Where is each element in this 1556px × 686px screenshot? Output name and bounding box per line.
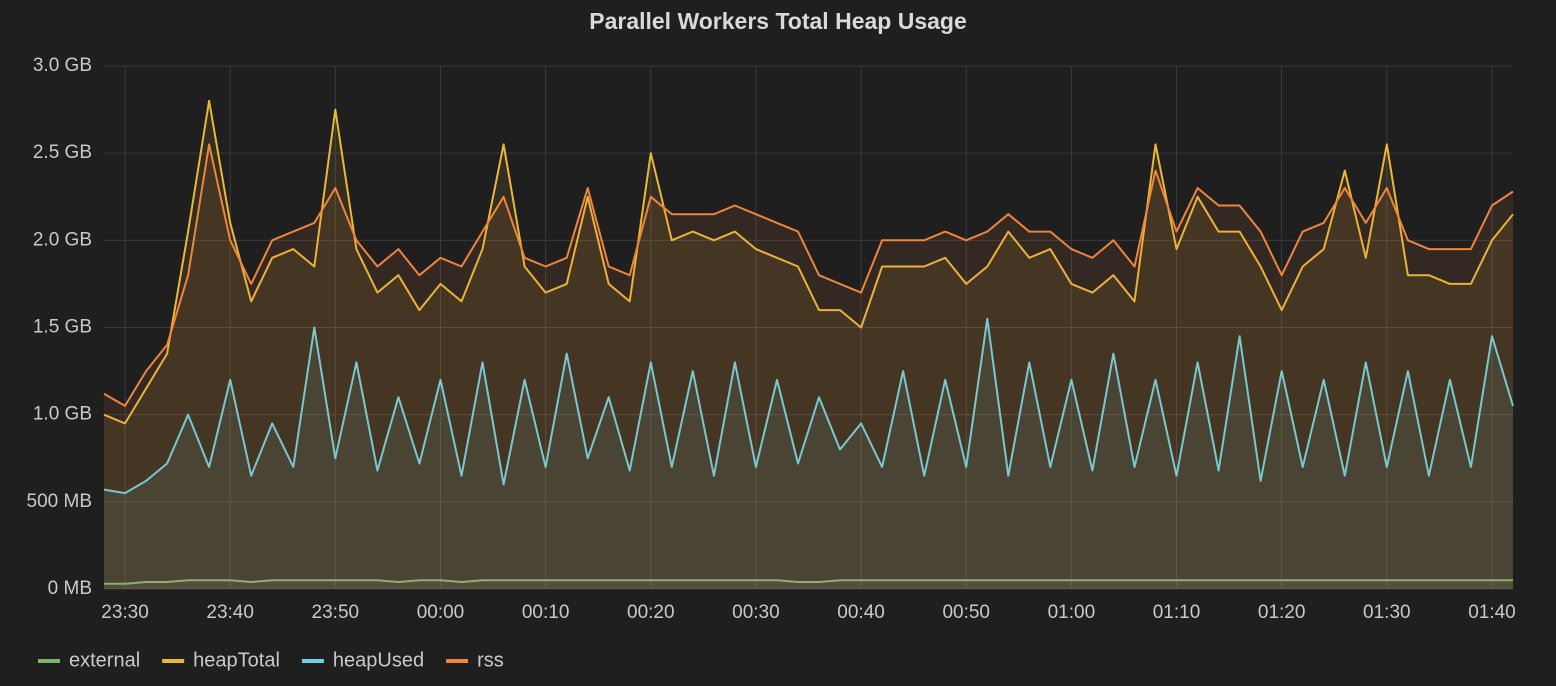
x-tick-label: 23:40	[206, 602, 254, 623]
y-tick-label: 2.5 GB	[33, 142, 92, 163]
y-tick-label: 1.5 GB	[33, 317, 92, 338]
y-tick-label: 3.0 GB	[33, 55, 92, 76]
x-tick-label: 00:00	[417, 602, 465, 623]
series-line	[103, 143, 1514, 407]
area-fill	[104, 100, 1513, 590]
legend-label: external	[69, 649, 140, 671]
series-line	[104, 579, 1513, 585]
chart-title: Parallel Workers Total Heap Usage	[589, 8, 967, 34]
y-tick-label: 500 MB	[27, 491, 92, 512]
x-tick-label: 01:20	[1258, 602, 1306, 623]
legend-label: rss	[477, 649, 504, 671]
x-tick-label: 23:50	[312, 602, 360, 623]
x-tick-label: 00:20	[627, 602, 675, 623]
y-tick-label: 2.0 GB	[33, 229, 92, 250]
x-tick-label: 01:30	[1363, 602, 1411, 623]
series-line	[103, 317, 1514, 495]
x-tick-label: 01:00	[1048, 602, 1096, 623]
legend-label: heapTotal	[193, 649, 280, 671]
x-tick-label: 00:30	[732, 602, 780, 623]
x-tick-label: 00:50	[942, 602, 990, 623]
y-tick-label: 0 MB	[48, 578, 92, 599]
legend-label: heapUsed	[333, 649, 424, 671]
x-tick-label: 23:30	[101, 602, 149, 623]
x-tick-label: 00:10	[522, 602, 570, 623]
area-fill	[104, 144, 1513, 589]
x-tick-label: 01:40	[1468, 602, 1516, 623]
x-tick-label: 01:10	[1153, 602, 1201, 623]
area-fill	[104, 318, 1513, 589]
y-tick-label: 1.0 GB	[33, 404, 92, 425]
x-tick-label: 00:40	[837, 602, 885, 623]
series-line	[103, 99, 1514, 425]
